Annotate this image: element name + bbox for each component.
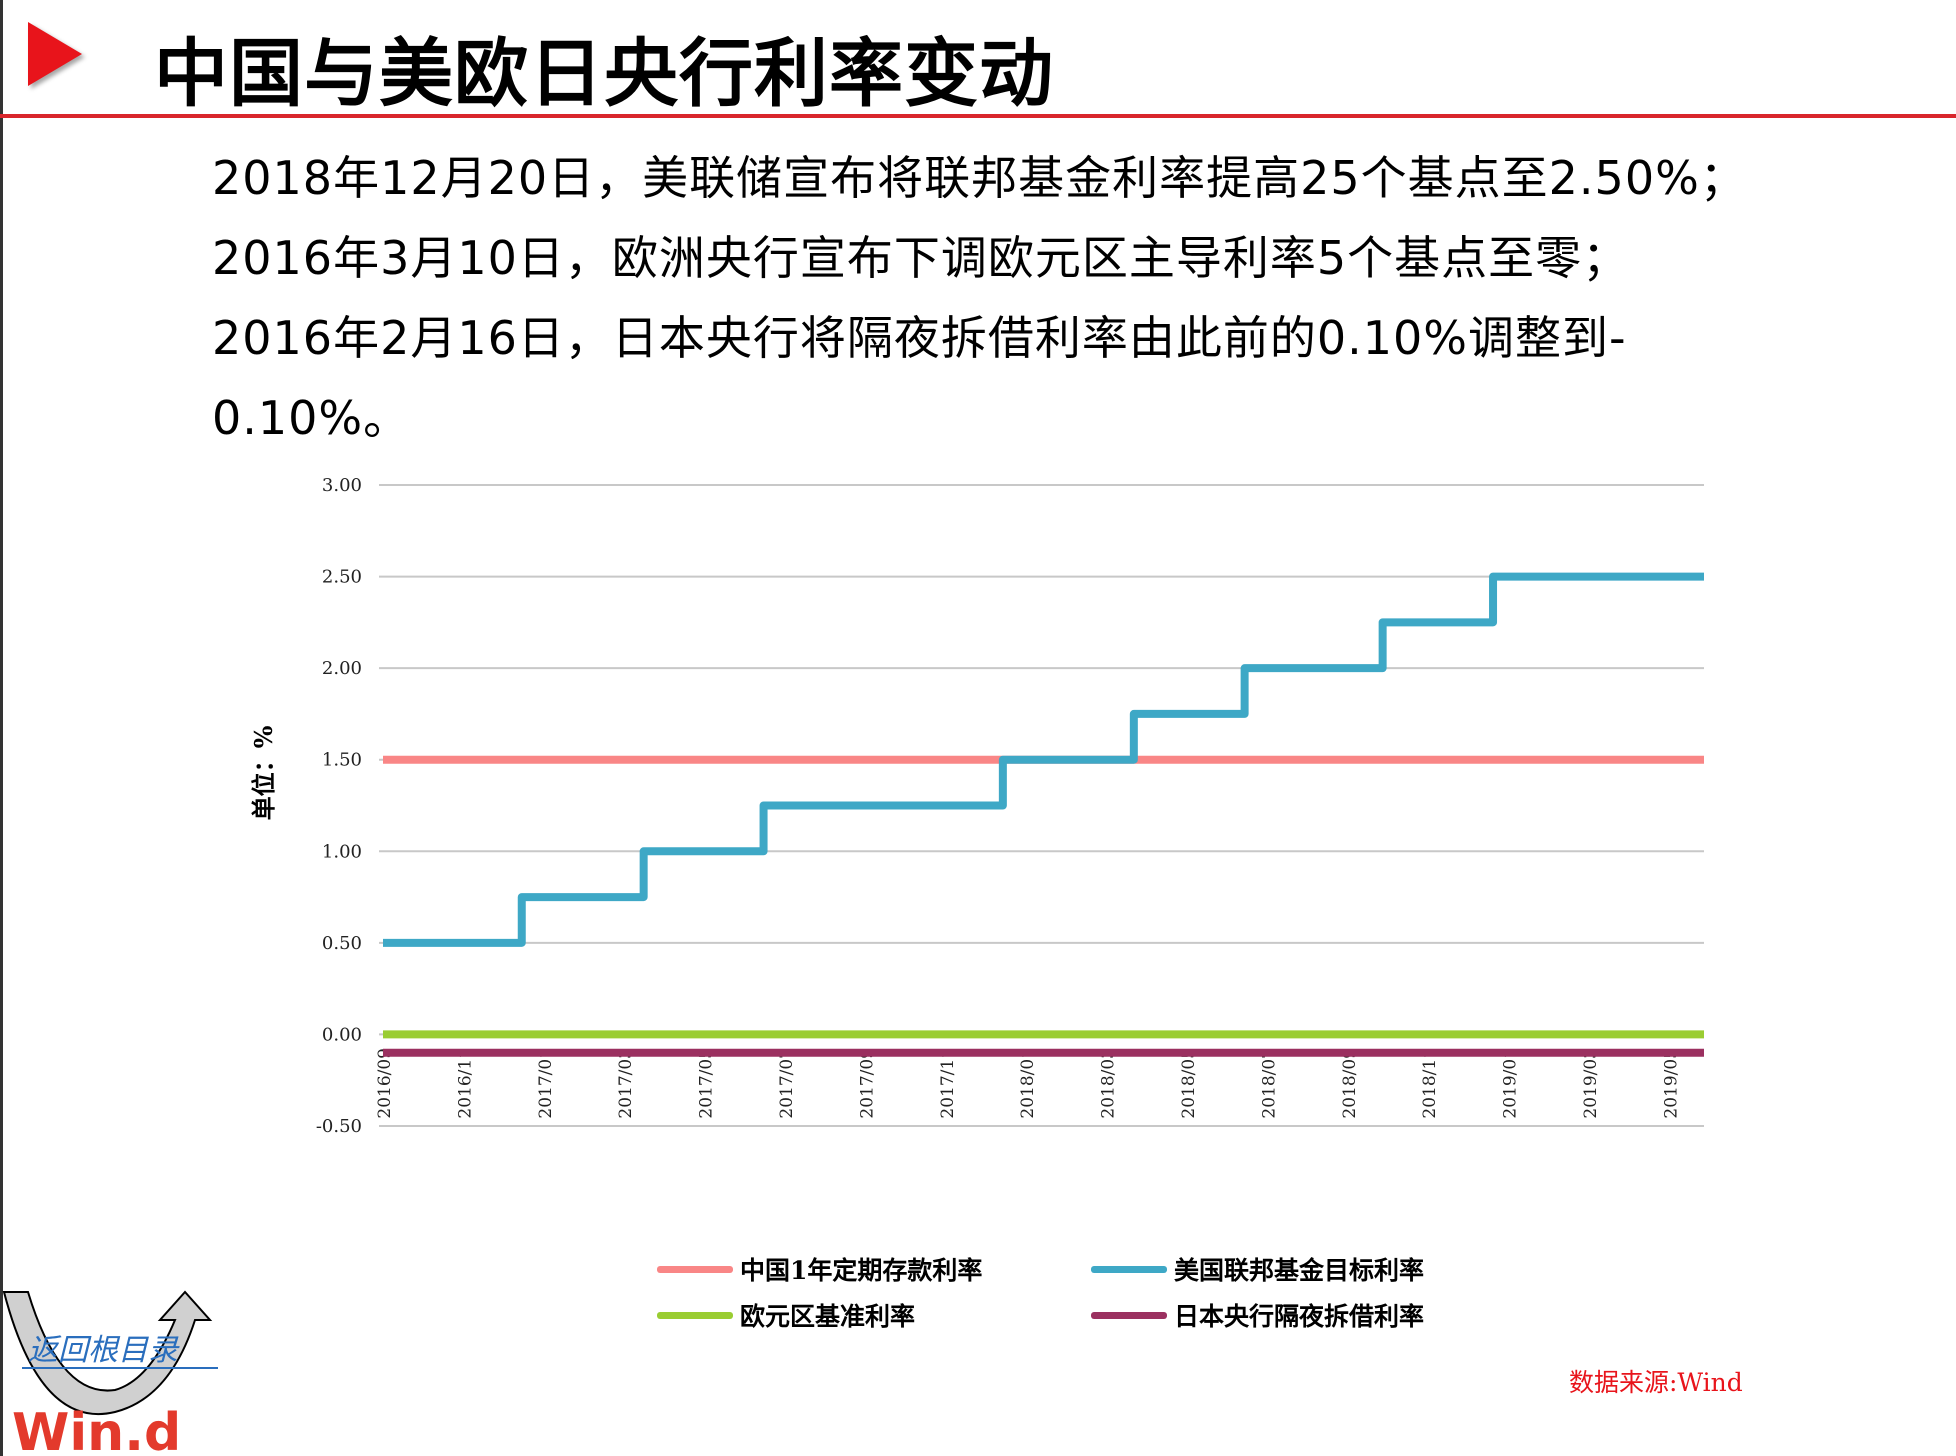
logo-link-text[interactable]: 返回根目录 bbox=[28, 1333, 180, 1368]
legend-item: 美国联邦基金目标利率 bbox=[1091, 1251, 1424, 1287]
legend-swatch bbox=[657, 1311, 733, 1319]
paragraph-boj: 2016年2月16日，日本央行将隔夜拆借利率由此前的0.10%调整到- bbox=[212, 311, 1627, 365]
y-tick-label: 0.50 bbox=[322, 933, 362, 954]
page-title: 中国与美欧日央行利率变动 bbox=[154, 31, 1054, 117]
y-tick-label: -0.50 bbox=[316, 1116, 362, 1137]
title-divider bbox=[0, 114, 1956, 118]
series-line-1 bbox=[383, 572, 1704, 947]
y-tick-label: 0.00 bbox=[322, 1024, 362, 1045]
y-tick-label: 3.00 bbox=[322, 475, 362, 496]
red-triangle-icon bbox=[28, 22, 82, 86]
legend-swatch bbox=[1091, 1311, 1167, 1319]
x-tick-label: 2018/11 bbox=[1420, 1048, 1440, 1119]
x-tick-label: 2018/03 bbox=[1099, 1048, 1119, 1119]
y-tick-label: 2.50 bbox=[322, 567, 362, 588]
x-tick-label: 2019/01 bbox=[1501, 1048, 1521, 1119]
x-tick-label: 2016/09 bbox=[375, 1048, 395, 1119]
legend-item: 欧元区基准利率 bbox=[657, 1297, 915, 1333]
back-to-contents-logo[interactable]: 返回根目录 Win.d bbox=[0, 1280, 240, 1456]
paragraph-boj-cont: 0.10%。 bbox=[212, 391, 411, 445]
legend-label: 中国1年定期存款利率 bbox=[740, 1256, 983, 1285]
x-tick-label: 2017/11 bbox=[938, 1048, 958, 1119]
x-tick-label: 2018/05 bbox=[1179, 1048, 1199, 1119]
paragraph-ecb: 2016年3月10日，欧洲央行宣布下调欧元区主导利率5个基点至零； bbox=[212, 231, 1630, 285]
legend-item: 日本央行隔夜拆借利率 bbox=[1091, 1297, 1424, 1333]
x-tick-label: 2019/05 bbox=[1661, 1048, 1681, 1119]
x-tick-label: 2016/11 bbox=[455, 1048, 475, 1119]
x-tick-label: 2017/01 bbox=[536, 1048, 556, 1119]
y-tick-label: 1.50 bbox=[322, 750, 362, 771]
wind-logo-text: Win.d bbox=[12, 1403, 181, 1456]
legend-label: 美国联邦基金目标利率 bbox=[1174, 1256, 1425, 1285]
x-tick-label: 2018/07 bbox=[1259, 1048, 1279, 1119]
data-source: 数据来源:Wind bbox=[1569, 1368, 1743, 1397]
left-border bbox=[0, 0, 3, 1456]
legend-swatch bbox=[657, 1265, 733, 1273]
legend-label: 日本央行隔夜拆借利率 bbox=[1174, 1302, 1425, 1331]
x-tick-label: 2017/03 bbox=[616, 1048, 636, 1119]
y-tick-label: 1.00 bbox=[322, 841, 362, 862]
y-tick-label: 2.00 bbox=[322, 658, 362, 679]
x-tick-label: 2017/07 bbox=[777, 1048, 797, 1119]
curved-arrow-icon bbox=[2, 1290, 213, 1416]
x-tick-label: 2018/09 bbox=[1340, 1048, 1360, 1119]
x-tick-label: 2019/03 bbox=[1581, 1048, 1601, 1119]
legend-swatch bbox=[1091, 1265, 1167, 1273]
legend-item: 中国1年定期存款利率 bbox=[657, 1251, 982, 1287]
paragraph-fed: 2018年12月20日，美联储宣布将联邦基金利率提高25个基点至2.50%； bbox=[212, 151, 1747, 205]
x-tick-label: 2018/01 bbox=[1018, 1048, 1038, 1119]
x-tick-label: 2017/09 bbox=[857, 1048, 877, 1119]
legend-label: 欧元区基准利率 bbox=[740, 1302, 916, 1331]
x-tick-label: 2017/05 bbox=[697, 1048, 717, 1119]
y-axis-label: 单位：% bbox=[249, 725, 278, 820]
